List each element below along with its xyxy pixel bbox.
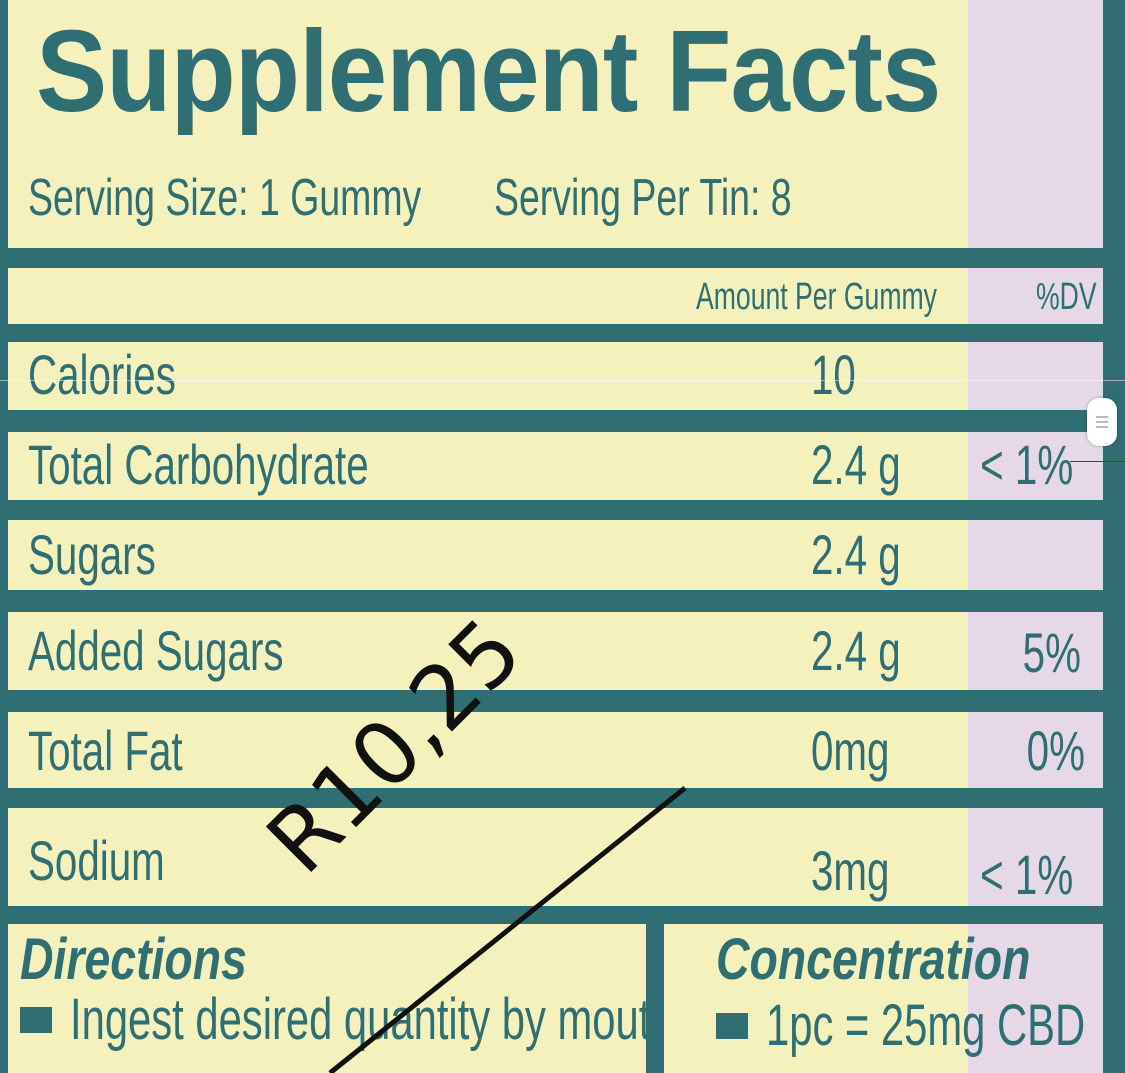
table-row: Sodium 3mg < 1% — [8, 808, 1103, 906]
directions-panel: Directions Ingest desired quantity by mo… — [8, 924, 646, 1073]
row-amount: 2.4 g — [811, 523, 901, 586]
bullet-square-icon — [716, 1012, 748, 1039]
dv-column-shade — [968, 808, 1103, 906]
dv-column-shade — [968, 924, 1103, 1073]
row-dv: < 1% — [979, 433, 1073, 496]
row-amount: 0mg — [811, 719, 890, 782]
dv-column-header: %DV — [1036, 276, 1097, 318]
concentration-bullet: 1pc = 25mg CBD — [716, 992, 1103, 1059]
table-row: Added Sugars 2.4 g 5% — [8, 612, 1103, 690]
dv-column-shade — [968, 342, 1103, 410]
dv-column-shade — [968, 612, 1103, 690]
serving-size: Serving Size: 1 Gummy — [28, 169, 422, 227]
directions-text: Ingest desired quantity by mouth. — [70, 987, 646, 1052]
row-label: Sodium — [28, 829, 165, 892]
dv-column-shade — [968, 520, 1103, 590]
row-label: Total Carbohydrate — [28, 433, 369, 496]
page-title: Supplement Facts — [36, 6, 941, 136]
row-amount: 2.4 g — [811, 433, 901, 496]
row-amount: 2.4 g — [811, 619, 901, 682]
guide-line — [1070, 461, 1125, 462]
dv-column-shade — [968, 712, 1103, 788]
concentration-panel: Concentration 1pc = 25mg CBD — [664, 924, 1103, 1073]
table-row: Total Carbohydrate 2.4 g < 1% — [8, 432, 1103, 500]
dv-column-shade — [968, 268, 1103, 324]
scroll-handle[interactable] — [1087, 398, 1117, 446]
directions-bullet: Ingest desired quantity by mouth. — [20, 986, 646, 1053]
row-amount: 10 — [811, 343, 856, 406]
table-row: Calories 10 — [8, 342, 1103, 410]
concentration-heading: Concentration — [716, 927, 1031, 992]
row-label: Calories — [28, 343, 176, 406]
amount-column-header: Amount Per Gummy — [696, 276, 937, 318]
row-label: Sugars — [28, 523, 156, 586]
concentration-text: 1pc = 25mg CBD — [766, 993, 1086, 1058]
row-dv: < 1% — [979, 843, 1073, 906]
row-label: Added Sugars — [28, 619, 284, 682]
title-panel: Supplement Facts Serving Size: 1 Gummy S… — [8, 0, 1103, 248]
row-dv: 5% — [1022, 621, 1081, 684]
table-header-row: Amount Per Gummy %DV — [8, 268, 1103, 324]
bullet-square-icon — [20, 1006, 52, 1033]
servings-per-tin: Serving Per Tin: 8 — [494, 169, 792, 227]
row-label: Total Fat — [28, 719, 183, 782]
guide-line — [0, 380, 1125, 381]
table-row: Sugars 2.4 g — [8, 520, 1103, 590]
row-amount: 3mg — [811, 839, 890, 902]
directions-heading: Directions — [20, 927, 247, 992]
row-dv: 0% — [1026, 719, 1085, 782]
dv-column-shade — [968, 432, 1103, 500]
table-row: Total Fat 0mg 0% — [8, 712, 1103, 788]
dv-column-shade — [968, 0, 1103, 248]
